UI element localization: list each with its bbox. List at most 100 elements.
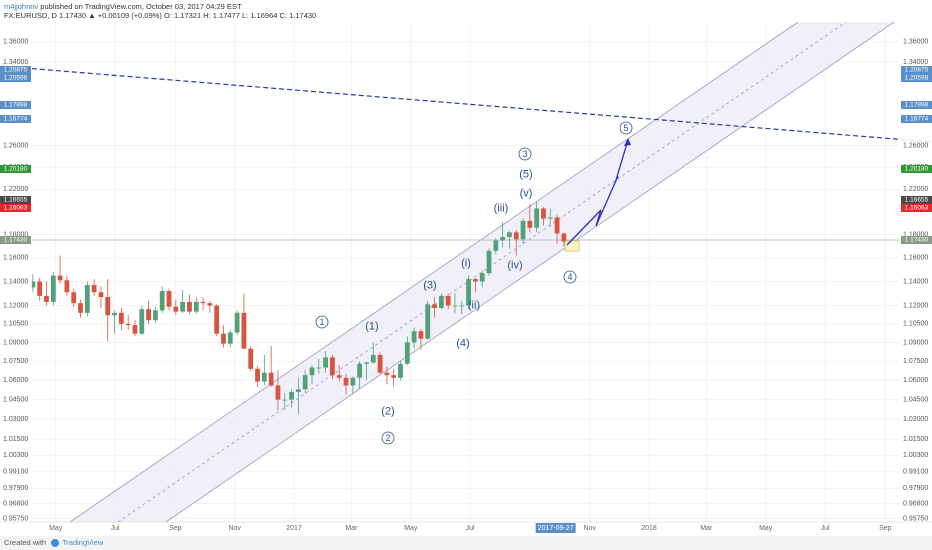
candle-body bbox=[295, 389, 301, 392]
candle-body bbox=[554, 217, 560, 234]
price-badge-label: 1.16655 bbox=[4, 197, 28, 204]
candle-body bbox=[534, 208, 540, 228]
candle-body bbox=[98, 292, 104, 298]
y-tick-label: 1.00300 bbox=[3, 452, 28, 459]
price-badge-label: 1.16774 bbox=[4, 116, 28, 123]
candle-body bbox=[336, 375, 342, 378]
price-badge bbox=[0, 236, 31, 244]
wave-circle bbox=[518, 147, 532, 161]
wave-label: 1 bbox=[319, 317, 324, 327]
price-badge-label: 1.17898 bbox=[4, 102, 28, 109]
price-badge bbox=[0, 74, 31, 82]
price-badge-label: 1.20598 bbox=[905, 75, 929, 82]
candle-body bbox=[445, 295, 451, 306]
y-tick-label: 1.04500 bbox=[3, 397, 28, 404]
price-badge-label: 1.20875 bbox=[905, 67, 929, 74]
wave-labels: 1 (1) (2) 2 (3) (4) (i) (ii) (iii) (iv) (v) (5) 3 4 5 bbox=[315, 121, 633, 445]
footer-brand: TradingView bbox=[62, 538, 104, 547]
footer-logo bbox=[51, 539, 59, 547]
y-tick-label: 1.06000 bbox=[903, 377, 928, 384]
candle-body bbox=[146, 309, 151, 321]
wave-label: (3) bbox=[423, 279, 436, 291]
y-tick-label: 1.07500 bbox=[903, 358, 928, 365]
cursor-date-bg bbox=[535, 523, 576, 533]
header: m4jjohnnv published on TradingView.com, … bbox=[4, 2, 242, 11]
projection-arrow bbox=[624, 138, 631, 146]
candle-body bbox=[438, 295, 444, 308]
price-badge-label: 1.20875 bbox=[4, 67, 28, 74]
candle-body bbox=[221, 333, 226, 344]
candle-body bbox=[112, 312, 117, 316]
candle-body bbox=[384, 372, 390, 376]
candle-body bbox=[309, 367, 315, 376]
price-badge bbox=[901, 196, 932, 204]
candle-body bbox=[459, 305, 465, 307]
price-badge-label: 1.20180 bbox=[905, 166, 929, 173]
candle-body bbox=[357, 363, 363, 378]
wave-label: (4) bbox=[456, 337, 469, 349]
price-badge bbox=[0, 165, 31, 173]
candle-body bbox=[255, 368, 260, 382]
y-tick-label: 1.16000 bbox=[903, 255, 928, 262]
wave-circle bbox=[619, 121, 633, 135]
wave-label: (v) bbox=[520, 187, 533, 199]
x-tick-label: Nov bbox=[228, 525, 241, 532]
y-tick-label: 1.34000 bbox=[3, 59, 28, 66]
candle-body bbox=[261, 372, 267, 382]
x-tick-label: 2017 bbox=[286, 525, 302, 532]
candle-body bbox=[78, 303, 83, 313]
y-tick-label: 1.10500 bbox=[3, 321, 28, 328]
y-tick-label: 1.00300 bbox=[903, 452, 928, 459]
candle-body bbox=[37, 281, 43, 296]
candle-body bbox=[391, 375, 397, 378]
x-tick-label: Mar bbox=[345, 525, 358, 532]
candles bbox=[30, 201, 567, 415]
y-tick-label: 0.99100 bbox=[3, 469, 28, 476]
candle-body bbox=[432, 304, 437, 308]
price-badge-label: 1.16774 bbox=[905, 116, 929, 123]
candle-body bbox=[118, 312, 124, 324]
author: m4jjohnnv bbox=[4, 2, 38, 11]
candle-body bbox=[132, 325, 138, 334]
candle-body bbox=[350, 377, 356, 386]
candle-body bbox=[105, 297, 111, 316]
candle-body bbox=[71, 292, 77, 304]
y-tick-label: 0.96800 bbox=[903, 500, 928, 507]
candle-body bbox=[173, 306, 179, 312]
price-badge bbox=[901, 101, 932, 109]
channel-upper bbox=[69, 21, 799, 523]
y-tick-label: 0.95750 bbox=[903, 515, 928, 522]
candle-body bbox=[91, 285, 97, 293]
cursor-date: 2017-09-27 bbox=[538, 525, 574, 532]
candle-body bbox=[125, 323, 131, 326]
price-badge-label: 1.17430 bbox=[905, 237, 929, 244]
price-badge-label: 1.16063 bbox=[905, 205, 929, 212]
candle-body bbox=[302, 375, 308, 390]
candle-body bbox=[527, 220, 533, 228]
wave-label: 3 bbox=[522, 149, 527, 159]
header-bg bbox=[0, 0, 932, 22]
projection-path bbox=[566, 139, 629, 246]
y-tick-label: 1.36000 bbox=[903, 39, 928, 46]
wave-circle bbox=[315, 315, 329, 329]
x-tick-label: Sep bbox=[879, 525, 892, 532]
wave-label: (2) bbox=[381, 405, 394, 417]
y-tick-label: 1.22000 bbox=[903, 186, 928, 193]
price-badge bbox=[901, 165, 932, 173]
candle-body bbox=[84, 285, 90, 313]
y-tick-label: 1.10500 bbox=[903, 321, 928, 328]
wave-circle bbox=[381, 431, 395, 445]
candle-body bbox=[139, 309, 145, 334]
y-tick-label: 1.26000 bbox=[903, 142, 928, 149]
candle-body bbox=[64, 280, 70, 293]
candle-body bbox=[377, 354, 383, 373]
candle-body bbox=[207, 303, 213, 306]
y-tick-label: 0.95750 bbox=[3, 515, 28, 522]
price-badge-label: 1.20180 bbox=[4, 166, 28, 173]
candle-body bbox=[30, 281, 36, 288]
candle-body bbox=[472, 279, 478, 282]
candle-body bbox=[193, 301, 199, 312]
candle-body bbox=[323, 357, 329, 368]
y-tick-label: 1.36000 bbox=[3, 39, 28, 46]
